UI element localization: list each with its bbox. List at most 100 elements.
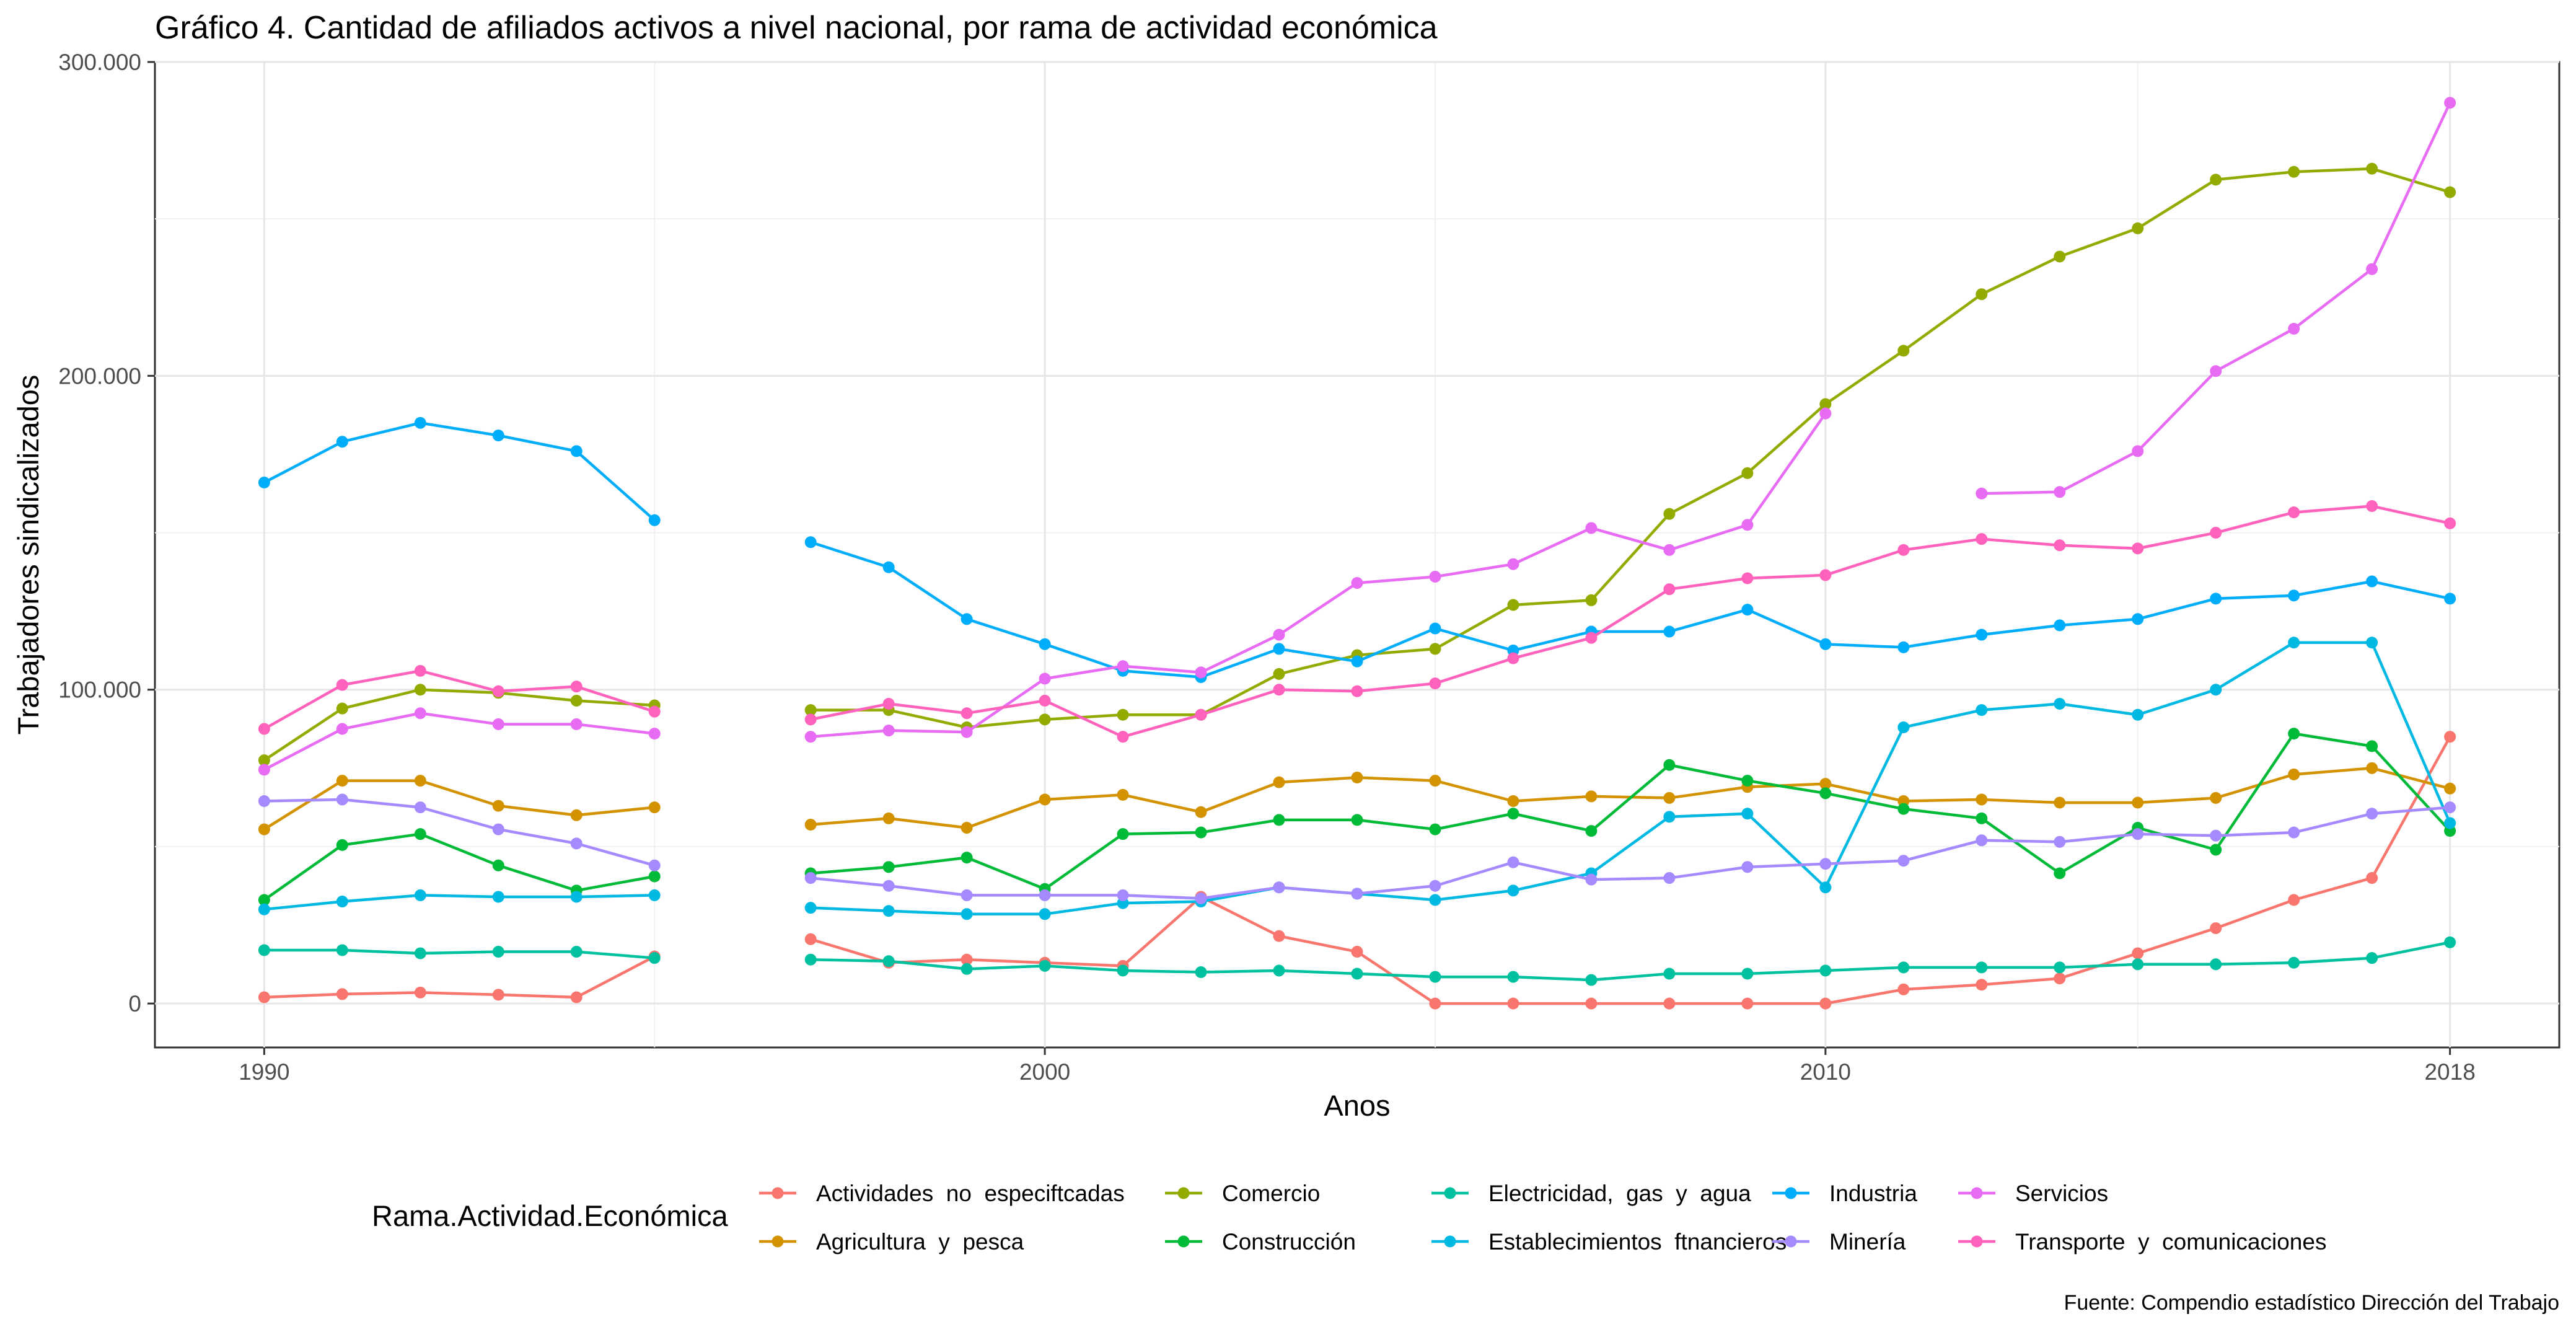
data-point: [1507, 997, 1519, 1010]
x-tick-label: 1990: [239, 1059, 289, 1085]
data-point: [1663, 997, 1676, 1010]
data-point: [1117, 828, 1129, 840]
data-point: [258, 944, 270, 956]
legend-label: Construcción: [1222, 1229, 1356, 1254]
legend-label: Minería: [1829, 1229, 1906, 1254]
data-point: [1976, 961, 1988, 974]
data-point: [1585, 594, 1598, 606]
data-point: [2210, 365, 2222, 377]
data-point: [2444, 731, 2456, 743]
data-point: [882, 955, 895, 968]
data-point: [2366, 637, 2378, 649]
data-point: [882, 905, 895, 917]
data-point: [1741, 968, 1754, 980]
data-point: [1429, 677, 1441, 690]
plot-panel: [154, 61, 2561, 1049]
data-point: [2054, 250, 2066, 263]
data-point: [2054, 486, 2066, 498]
data-point: [804, 953, 817, 966]
data-point: [1429, 997, 1441, 1010]
legend-item: Transporte y comunicaciones: [1958, 1229, 2326, 1254]
legend-key-point: [771, 1187, 784, 1199]
data-point: [258, 477, 270, 489]
data-point: [492, 685, 504, 697]
data-point: [2210, 791, 2222, 804]
data-point: [1976, 834, 1988, 847]
series-line: [263, 832, 655, 901]
data-point: [1117, 708, 1129, 721]
data-point: [648, 705, 661, 718]
series-line: [263, 669, 655, 730]
y-axis-title: Trabajadores sindicalizados: [12, 375, 45, 735]
data-point: [1429, 643, 1441, 655]
data-point: [258, 754, 270, 767]
legend-key-point: [1444, 1187, 1456, 1199]
data-point: [570, 946, 582, 958]
data-point: [1195, 826, 1207, 839]
series-line: [810, 505, 2451, 738]
data-point: [2288, 826, 2300, 839]
data-point: [2210, 527, 2222, 539]
data-point: [1976, 628, 1988, 641]
data-point: [2210, 593, 2222, 605]
data-point: [1351, 772, 1363, 784]
data-point: [2132, 222, 2144, 234]
data-point: [2366, 500, 2378, 513]
data-point: [2366, 263, 2378, 275]
data-point: [882, 561, 895, 573]
data-point: [258, 764, 270, 776]
series-layer: [258, 97, 2456, 1010]
data-point: [2444, 817, 2456, 829]
data-point: [2132, 613, 2144, 625]
data-point: [1273, 881, 1285, 894]
data-point: [336, 775, 348, 787]
data-point: [1273, 684, 1285, 696]
data-point: [492, 823, 504, 835]
data-point: [1585, 825, 1598, 837]
series-industria: [258, 417, 2456, 683]
data-point: [1507, 652, 1519, 664]
y-axis: 0 100.000 200.000 300.000: [58, 50, 155, 1016]
chart-title: Gráfico 4. Cantidad de afiliados activos…: [155, 10, 1438, 46]
legend-label: Establecimientos ftnancieros: [1488, 1229, 1787, 1254]
data-point: [2444, 517, 2456, 529]
series-line: [811, 941, 2451, 982]
data-point: [1585, 790, 1598, 803]
data-point: [1507, 884, 1519, 897]
series-transporte-y-comunicaciones: [258, 500, 2456, 743]
series-line: [811, 412, 1827, 738]
data-point: [648, 728, 661, 740]
data-point: [414, 664, 426, 677]
data-point: [1663, 508, 1676, 520]
data-point: [336, 988, 348, 1000]
data-point: [961, 908, 973, 920]
data-point: [1819, 778, 1832, 790]
data-point: [1039, 672, 1051, 685]
data-point: [2054, 698, 2066, 710]
series-electricidad-gas-y-agua: [258, 936, 2456, 986]
data-point: [1507, 558, 1519, 570]
data-point: [1273, 628, 1285, 641]
data-point: [336, 679, 348, 691]
data-point: [1976, 793, 1988, 806]
series-construcción: [258, 728, 2456, 906]
legend-label: Servicios: [2015, 1181, 2108, 1206]
legend: Actividades no especiftcadas Agricultura …: [759, 1181, 2326, 1254]
series-line: [264, 798, 655, 867]
data-point: [1741, 808, 1754, 820]
data-point: [804, 818, 817, 831]
series-line: [263, 421, 656, 521]
data-point: [1039, 713, 1051, 726]
data-point: [336, 723, 348, 735]
data-point: [2054, 972, 2066, 985]
data-point: [2132, 796, 2144, 809]
data-point: [804, 713, 817, 726]
data-point: [492, 859, 504, 871]
data-point: [1039, 638, 1051, 650]
data-point: [2054, 867, 2066, 880]
data-point: [336, 839, 348, 851]
data-point: [2288, 956, 2300, 969]
data-point: [961, 963, 973, 975]
legend-key-point: [1971, 1187, 1983, 1199]
data-point: [1897, 803, 1910, 815]
